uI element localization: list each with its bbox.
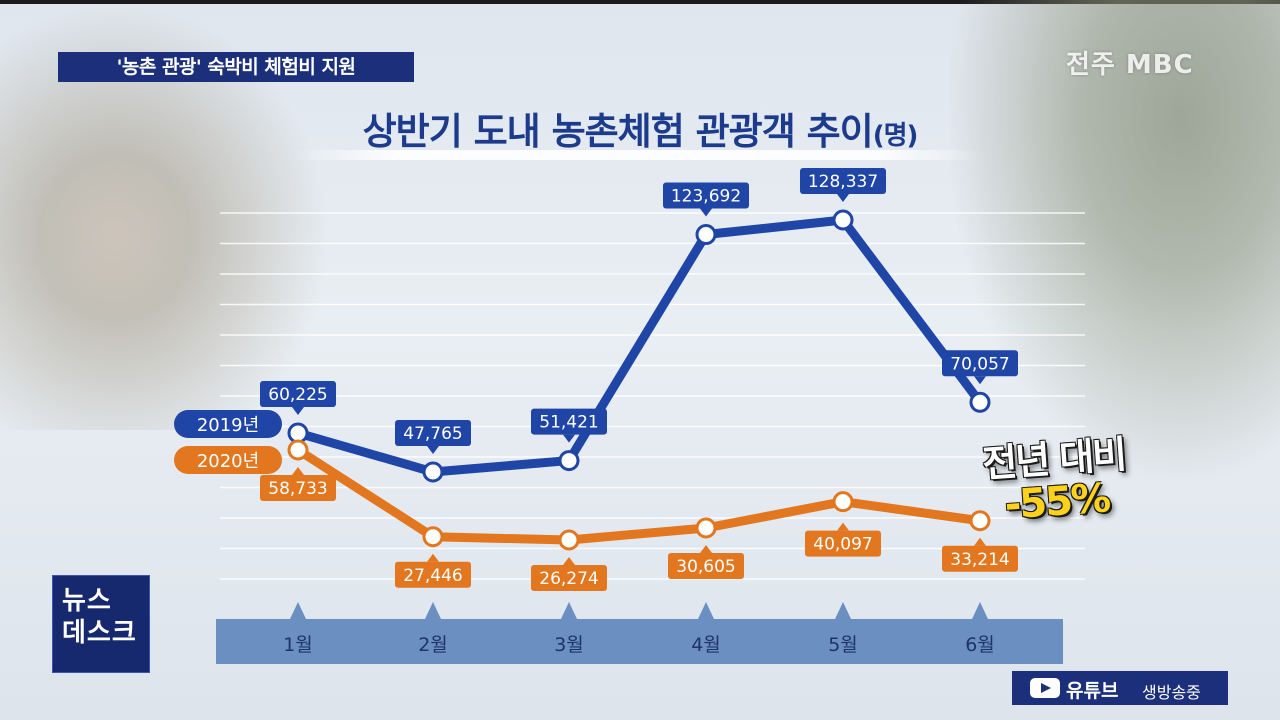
data-label-box: [800, 168, 886, 194]
data-label-box: [942, 545, 1018, 572]
data-label-pointer: [563, 434, 575, 443]
data-label-box: [260, 475, 336, 501]
data-label-pointer: [837, 522, 849, 531]
legend-2020-pill: [174, 446, 282, 474]
x-tick-label: 3월: [554, 634, 584, 656]
title-underline: [292, 150, 982, 160]
x-tick-marker: [425, 602, 441, 619]
data-label-box: [805, 530, 881, 557]
data-label-pointer: [427, 553, 439, 562]
data-label-pointer: [427, 446, 439, 454]
x-tick-marker: [835, 602, 851, 619]
series-2019-point: [422, 461, 444, 483]
data-label-box: [395, 420, 471, 446]
data-label-pointer: [974, 376, 986, 385]
series-2020-line: [293, 445, 985, 545]
x-tick-marker: [972, 602, 988, 619]
x-tick-marker: [290, 602, 306, 619]
data-label: 123,692: [671, 187, 741, 207]
data-label: 70,057: [950, 354, 1009, 374]
data-label: 128,337: [808, 172, 878, 192]
data-label-pointer: [974, 537, 986, 546]
legend-2019-pill: [174, 410, 282, 438]
news-desk-text: 뉴스 데스크: [62, 585, 140, 649]
news-desk-line1: 뉴스: [62, 586, 112, 616]
data-label: 27,446: [403, 566, 462, 586]
x-tick-label: 4월: [691, 634, 721, 656]
x-tick-label: 2월: [418, 634, 448, 656]
news-desk-line2: 데스크: [62, 618, 137, 648]
yoy-callout: 전년 대비 -55%: [957, 421, 1153, 531]
x-tick-label: 1월: [283, 634, 313, 656]
data-label-pointer: [700, 208, 712, 217]
background-photo-right: [950, 0, 1280, 480]
data-label-box: [260, 381, 336, 408]
data-label-pointer: [700, 544, 712, 553]
data-label-box: [395, 561, 471, 588]
data-label-pointer: [563, 557, 575, 565]
channel-logo: 전주 MBC: [1066, 50, 1194, 80]
x-tick-label: 6월: [965, 634, 995, 656]
data-label-box: [942, 350, 1018, 377]
data-label-pointer: [837, 194, 849, 202]
legend-2020-label: 2020년: [197, 451, 259, 472]
chart-title-text: 상반기 도내 농촌체험 관광객 추이: [362, 110, 874, 153]
news-desk-badge: [52, 575, 150, 673]
data-label: 26,274: [539, 569, 598, 589]
data-label: 47,765: [403, 424, 462, 444]
data-label: 33,214: [950, 550, 1009, 570]
chart-title-unit: (명): [872, 121, 919, 151]
data-label-pointer: [292, 467, 304, 475]
youtube-play-icon: [1030, 678, 1060, 698]
data-label-box: [531, 408, 607, 435]
data-label: 30,605: [676, 557, 735, 577]
top-edge: [0, 0, 1280, 4]
series-2019-point: [969, 391, 991, 413]
series-2020-point: [969, 510, 991, 532]
x-tick-marker: [698, 602, 714, 619]
series-2019-point: [832, 209, 854, 231]
series-2020-point: [832, 491, 854, 513]
youtube-live-status: 생방송중: [1142, 683, 1201, 702]
news-caption: '농촌 관광' 숙박비 체험비 지원: [58, 52, 414, 82]
series-2019-point: [287, 422, 309, 444]
legend-2019-label: 2019년: [197, 415, 259, 436]
series-2019-point: [558, 450, 580, 472]
chart-title: 상반기 도내 농촌체험 관광객 추이(명): [300, 102, 980, 162]
data-label-box: [663, 182, 749, 209]
series-2020-point: [558, 529, 580, 551]
series-2020-point: [422, 526, 444, 548]
data-label-pointer: [292, 407, 304, 416]
data-label-box: [668, 552, 744, 579]
series-2019-point: [695, 224, 717, 246]
series-2020-point: [695, 517, 717, 539]
data-label: 60,225: [268, 385, 327, 405]
data-label: 58,733: [268, 479, 327, 499]
series-2019-line: [293, 215, 985, 477]
x-axis-band: [216, 619, 1063, 664]
x-tick-marker: [561, 602, 577, 619]
x-tick-label: 5월: [828, 634, 858, 656]
data-label: 51,421: [539, 413, 598, 433]
series-2020-point: [287, 439, 309, 461]
data-label: 40,097: [813, 535, 872, 555]
youtube-label: 유튜브: [1066, 680, 1119, 702]
data-label-box: [531, 565, 607, 591]
